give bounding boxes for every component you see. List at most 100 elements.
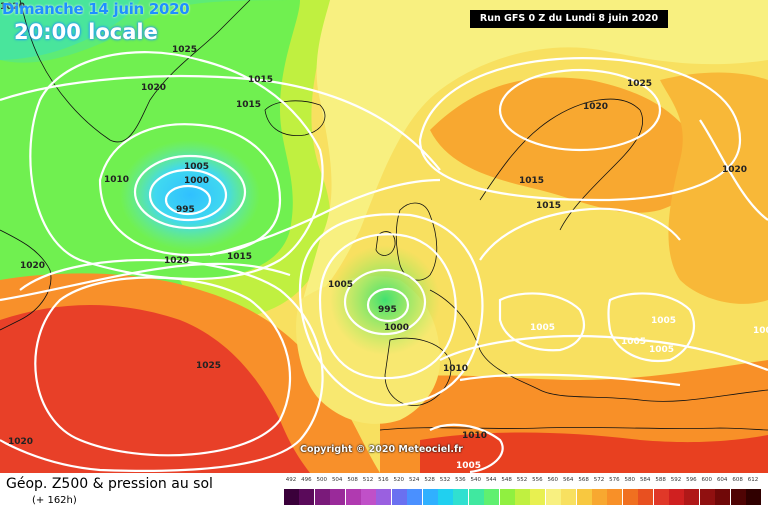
scale-label: 500 [316, 477, 328, 483]
geopotential-map: 1025 1020 1015 1015 1005 1000 995 1010 1… [0, 0, 768, 473]
isobar-1010-north [98, 123, 282, 257]
greenland-coast [19, 0, 251, 143]
model-run-label: Run GFS 0 Z du Lundi 8 juin 2020 [470, 10, 668, 28]
isobar-1020-atl [0, 262, 291, 302]
scale-label: 592 [670, 477, 682, 483]
scale-label: 548 [501, 477, 512, 483]
isobar-low-n-1000 [148, 168, 228, 222]
north-africa-coast [379, 427, 768, 431]
scale-label: 572 [593, 477, 605, 483]
isobar-label: 1010 [443, 364, 468, 374]
field-band-lightgreen [0, 0, 330, 63]
scandinavia-coast [479, 98, 643, 231]
isobar-label: 1010 [462, 431, 487, 441]
low-north-atlantic-field [120, 140, 260, 250]
scale-swatch [391, 489, 407, 505]
field-band-orange-scandinavia [430, 77, 703, 213]
scale-label: 536 [455, 477, 466, 483]
isobar-label: 1020 [722, 165, 747, 175]
isobar-label: 1015 [236, 100, 261, 110]
scale-swatch [545, 489, 561, 505]
isobar-label: 1005 [753, 326, 768, 336]
legend-footer: Géop. Z500 & pression au sol (+ 162h) 49… [0, 473, 768, 512]
isobar-labels: 1025 1020 1015 1015 1005 1000 995 1010 1… [0, 2, 768, 471]
scale-label: 504 [331, 477, 343, 483]
isobar-1010-biscay [298, 213, 484, 407]
scale-swatch [407, 489, 423, 505]
scale-label: 556 [532, 477, 543, 483]
isobar-1010-africa [429, 423, 504, 473]
scale-label: 596 [686, 477, 697, 483]
field-band-red-med [420, 432, 768, 473]
isobar-label: 1005 [456, 461, 481, 471]
scale-label: 588 [655, 477, 666, 483]
isobar-1005-east [607, 292, 695, 363]
isobar-label: 1005 [651, 316, 676, 326]
isobar-label: 1025 [196, 361, 221, 371]
scale-label: 612 [747, 477, 759, 483]
lead-time: (+ 162h) [32, 495, 77, 506]
scale-label: 604 [716, 477, 728, 483]
isobar-label: 1005 [621, 337, 646, 347]
isobar-1005-biscay [318, 233, 457, 380]
isobar-1015-med [459, 373, 681, 387]
product-title: Géop. Z500 & pression au sol [6, 476, 213, 492]
scale-label: 584 [639, 477, 651, 483]
iberia-coast [384, 337, 452, 406]
isobar-label: 1020 [20, 261, 45, 271]
isobar-label: 1000 [184, 176, 209, 186]
copyright-notice: Copyright © 2020 Meteociel.fr [300, 444, 463, 455]
scale-label: 552 [516, 477, 528, 483]
british-isles-coast [375, 202, 438, 281]
isobar-label: 1000 [384, 323, 409, 333]
scale-label: 520 [393, 477, 405, 483]
scale-swatch [345, 489, 361, 505]
scale-label: 532 [439, 477, 451, 483]
scale-swatch [684, 489, 700, 505]
isobar-1020-east [699, 119, 768, 221]
isobar-1015-europe [479, 207, 681, 261]
field-band-yellow [300, 0, 768, 310]
isobar-1015-north [29, 51, 324, 281]
isobar-label: 995 [378, 305, 397, 315]
scale-label: 496 [301, 477, 312, 483]
isobar-1020-arc [0, 75, 441, 171]
isobar-label: 1020 [141, 83, 166, 93]
isobar-1015-lon [209, 178, 441, 257]
scale-swatch [576, 489, 592, 505]
isobar-label: 1015 [248, 75, 273, 85]
scale-swatch [530, 489, 546, 505]
isobar-low-s-995 [366, 287, 410, 323]
scale-swatch [622, 489, 638, 505]
isobar-label: 1005 [328, 280, 353, 290]
scale-swatch [592, 489, 607, 505]
isobar-label: 1010 [104, 175, 129, 185]
isobar-1020-scan [418, 57, 742, 202]
scale-label: 576 [609, 477, 620, 483]
scale-swatch [438, 489, 453, 505]
isobar-1010-europe [439, 334, 768, 372]
scale-swatch [561, 489, 577, 505]
isobar-low-s-1000 [343, 268, 427, 336]
scale-label: 580 [624, 477, 636, 483]
isobar-label: 995 [176, 205, 195, 215]
scale-swatch [715, 489, 731, 505]
isobar-label: 1005 [649, 345, 674, 355]
scale-label: 528 [424, 477, 435, 483]
scale-label: 492 [285, 477, 297, 483]
isobar-label: 1015 [227, 252, 252, 262]
scale-swatch [730, 489, 746, 505]
scale-swatch [330, 489, 346, 505]
scale-swatch [376, 489, 392, 505]
iceland-coast [264, 100, 326, 137]
scale-swatch [468, 489, 484, 505]
scale-swatch [484, 489, 500, 505]
scale-swatch [653, 489, 669, 505]
scale-label: 600 [701, 477, 713, 483]
isobar-label: 1015 [519, 176, 544, 186]
isobar-1020-atl-outer [0, 259, 324, 473]
europe-coast [429, 289, 768, 402]
scale-swatch [499, 489, 515, 505]
scale-swatch [746, 489, 761, 505]
